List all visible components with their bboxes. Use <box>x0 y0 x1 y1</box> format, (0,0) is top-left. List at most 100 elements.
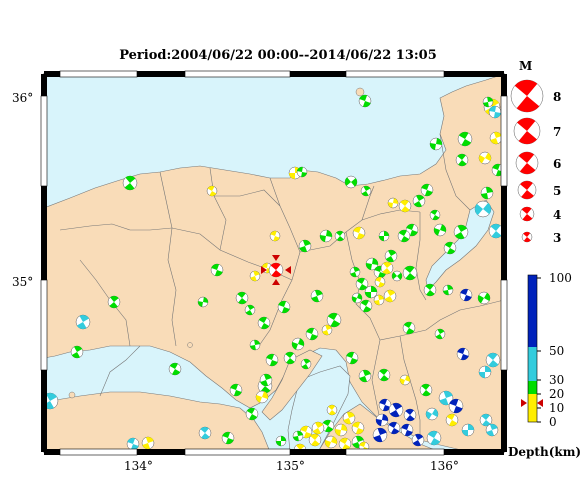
event-marker <box>308 433 322 447</box>
event-marker <box>249 270 261 282</box>
depth-tick-100: 100 <box>549 271 572 285</box>
event-marker <box>126 437 140 451</box>
event-marker <box>321 324 333 336</box>
magnitude-legend-heading: M <box>519 59 532 73</box>
event-marker <box>358 369 372 383</box>
lat-label-35: 35° <box>12 275 33 289</box>
event-marker <box>319 229 333 243</box>
depth-tick-30: 30 <box>549 373 564 387</box>
event-marker <box>349 266 361 278</box>
event-marker <box>442 284 454 296</box>
event-marker <box>425 407 439 421</box>
event-marker <box>399 374 411 386</box>
event-marker <box>488 105 502 119</box>
event-marker <box>457 131 473 147</box>
event-marker <box>326 404 338 416</box>
event-marker <box>438 390 454 406</box>
main-event-triangle <box>272 255 280 261</box>
event-marker <box>221 431 235 445</box>
event-marker <box>378 230 390 242</box>
event-marker <box>426 430 442 446</box>
event-marker <box>456 347 470 361</box>
mag-legend-ball <box>513 117 541 145</box>
event-marker <box>372 427 388 443</box>
mag-legend-ball <box>519 206 535 222</box>
event-marker <box>429 209 441 221</box>
event-marker <box>364 285 378 299</box>
event-marker <box>434 328 446 340</box>
event-marker <box>358 94 372 108</box>
event-marker <box>265 353 279 367</box>
event-marker <box>352 226 366 240</box>
depth-tick-0: 0 <box>549 415 557 429</box>
depth-tick-10: 10 <box>549 401 564 415</box>
event-marker <box>300 358 312 370</box>
event-marker <box>206 185 218 197</box>
main-event-ball <box>268 262 284 278</box>
event-marker <box>479 413 493 427</box>
event-marker <box>445 413 459 427</box>
event-marker <box>298 239 312 253</box>
event-marker <box>474 200 492 218</box>
event-marker <box>235 291 249 305</box>
event-marker <box>375 413 389 427</box>
event-marker <box>296 166 308 178</box>
depth-marker-left <box>521 399 527 407</box>
depth-marker-right <box>537 399 543 407</box>
event-marker <box>420 183 434 197</box>
event-marker <box>477 291 491 305</box>
event-marker <box>478 365 492 379</box>
main-event-triangle <box>261 266 267 274</box>
event-marker <box>453 224 469 240</box>
event-marker <box>122 175 138 191</box>
event-marker <box>488 223 504 239</box>
event-marker <box>324 435 338 449</box>
event-marker <box>377 368 391 382</box>
event-marker <box>411 433 425 447</box>
event-marker <box>485 423 499 437</box>
event-marker <box>257 316 271 330</box>
lon-label-135: 135° <box>276 459 305 473</box>
event-marker <box>388 402 404 418</box>
event-marker <box>141 436 155 450</box>
event-marker <box>344 175 358 189</box>
mag-legend-ball <box>515 151 539 175</box>
event-marker <box>338 437 352 451</box>
event-marker <box>387 197 399 209</box>
event-marker <box>210 263 224 277</box>
event-marker <box>398 199 412 213</box>
event-marker <box>448 398 464 414</box>
event-marker <box>255 390 269 404</box>
event-marker <box>107 295 121 309</box>
event-marker <box>373 294 385 306</box>
depth-axis-label: Depth(km) <box>508 445 580 459</box>
land-shikoku <box>44 391 271 452</box>
event-marker <box>384 249 398 263</box>
event-marker <box>365 257 379 271</box>
main-event-triangle <box>272 279 280 285</box>
lon-label-136: 136° <box>430 459 459 473</box>
event-marker <box>275 435 287 447</box>
event-marker <box>419 383 433 397</box>
event-marker <box>283 351 297 365</box>
event-marker <box>334 230 346 242</box>
mag-label-6: 6 <box>553 157 561 171</box>
event-marker <box>326 312 342 328</box>
mag-label-7: 7 <box>553 125 561 139</box>
event-marker <box>443 241 457 255</box>
event-marker <box>359 299 373 313</box>
mag-legend-ball <box>521 231 533 243</box>
event-marker <box>383 289 397 303</box>
mag-label-5: 5 <box>553 184 561 198</box>
event-marker <box>244 304 256 316</box>
map-frame <box>40 70 508 456</box>
event-marker <box>391 270 403 282</box>
event-marker <box>198 426 212 440</box>
event-marker <box>360 185 372 197</box>
event-marker <box>423 283 437 297</box>
event-marker <box>400 423 414 437</box>
event-marker <box>310 289 324 303</box>
event-marker <box>459 288 473 302</box>
map-title: Period:2004/06/22 00:00--2014/06/22 13:0… <box>119 48 437 63</box>
